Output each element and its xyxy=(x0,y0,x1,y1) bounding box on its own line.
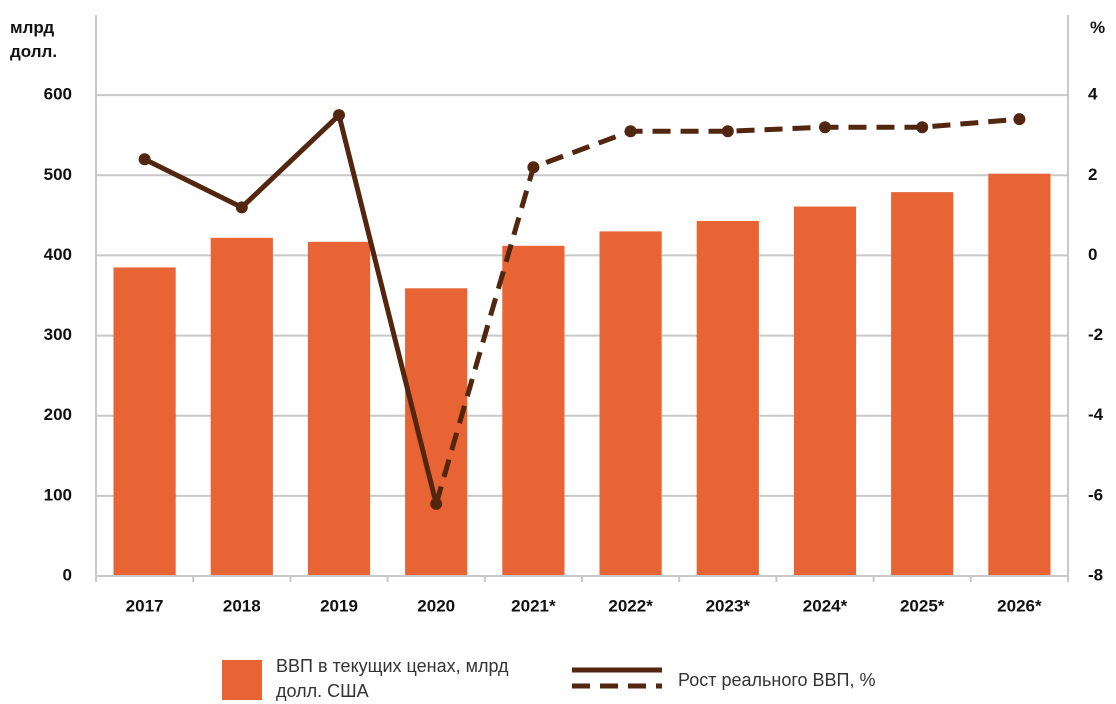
line-marker xyxy=(624,125,637,138)
y2-tick-label: 2 xyxy=(1088,165,1097,184)
bar xyxy=(307,241,371,576)
line-marker xyxy=(819,121,831,134)
bar xyxy=(210,237,273,576)
y-tick-label: 200 xyxy=(44,405,72,424)
y2-tick-label: 0 xyxy=(1088,245,1097,264)
bar xyxy=(793,206,857,576)
x-tick-label: 2026* xyxy=(997,596,1042,615)
x-tick-label: 2020 xyxy=(417,596,455,615)
bar xyxy=(113,267,176,576)
y2-tick-label: -2 xyxy=(1088,325,1103,344)
x-tick-label: 2019 xyxy=(320,596,358,615)
line-marker xyxy=(527,161,540,174)
y2-tick-label: 4 xyxy=(1088,85,1098,104)
x-tick-label: 2024* xyxy=(803,596,848,615)
x-tick-label: 2021* xyxy=(511,596,556,615)
line-marker xyxy=(138,153,151,166)
y2-tick-label: -8 xyxy=(1088,565,1103,584)
line-marker xyxy=(430,497,443,510)
x-tick-label: 2018 xyxy=(223,596,261,615)
line-marker xyxy=(916,121,929,134)
x-tick-label: 2022* xyxy=(608,596,653,615)
x-tick-label: 2023* xyxy=(706,596,751,615)
legend-label: ВВП в текущих ценах, млрд долл. США xyxy=(276,656,509,701)
line-solid xyxy=(143,110,439,505)
line-marker xyxy=(333,109,345,122)
y-tick-label: 300 xyxy=(44,325,72,344)
bar xyxy=(891,192,954,576)
legend-swatch xyxy=(222,660,262,700)
bar xyxy=(696,220,759,576)
y-tick-label: 400 xyxy=(44,245,72,264)
bar xyxy=(502,245,565,576)
y-tick-label: 600 xyxy=(44,85,72,104)
y-tick-label: 0 xyxy=(63,565,72,584)
legend-label: Рост реального ВВП, % xyxy=(678,670,876,690)
y-tick-label: 100 xyxy=(44,485,72,504)
bar xyxy=(405,288,468,576)
y-axis-title: млрд долл. xyxy=(10,18,58,61)
bar xyxy=(599,231,662,576)
bar xyxy=(988,173,1051,576)
x-tick-label: 2017 xyxy=(126,596,164,615)
legend-line-icon xyxy=(572,667,662,689)
line-marker xyxy=(235,201,248,214)
y2-tick-label: -4 xyxy=(1088,405,1104,424)
y-tick-label: 500 xyxy=(44,165,72,184)
y2-axis-title: % xyxy=(1090,18,1106,37)
x-tick-label: 2025* xyxy=(900,596,945,615)
line-marker xyxy=(1013,113,1026,126)
y2-tick-label: -6 xyxy=(1088,485,1103,504)
line-marker xyxy=(721,125,734,138)
